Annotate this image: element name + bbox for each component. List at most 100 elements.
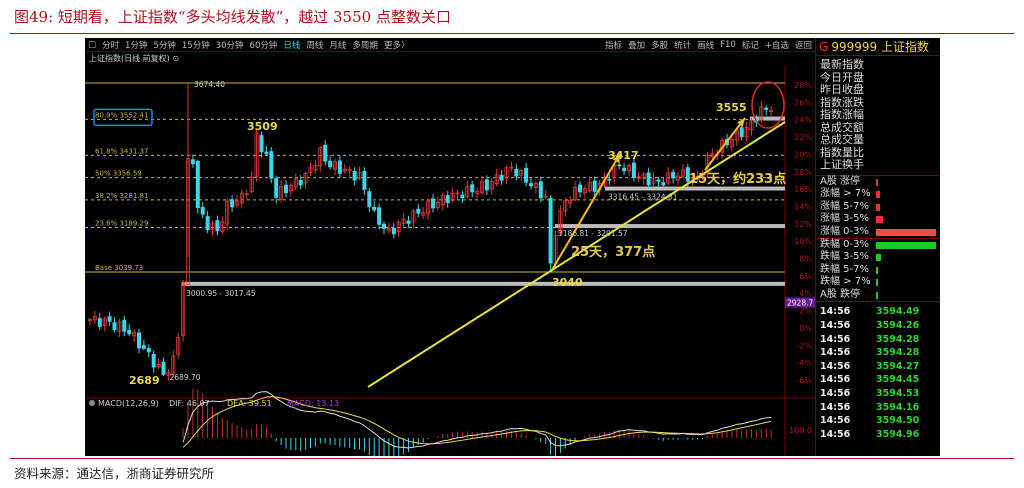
toolbar-item[interactable]: □	[88, 39, 97, 50]
tick-time: 14:56	[820, 333, 851, 345]
candle-body	[352, 170, 357, 181]
toolbar-item[interactable]: 15分钟	[181, 40, 210, 51]
toolbar-item[interactable]: 多股	[651, 40, 669, 51]
source-note: 资料来源：通达信，浙商证券研究所	[14, 466, 215, 481]
candle-body	[205, 216, 210, 230]
breadth-row: 跌幅 3-5%	[816, 251, 940, 264]
toolbar-item[interactable]: 返回	[794, 40, 812, 51]
candle	[622, 163, 627, 176]
candle	[475, 187, 480, 199]
candle-body	[445, 195, 450, 204]
candle	[759, 101, 764, 124]
candle-body	[176, 336, 181, 355]
candle	[190, 154, 195, 168]
candle	[519, 168, 524, 182]
candle	[479, 175, 484, 195]
candle-body	[357, 172, 362, 179]
candle	[127, 324, 132, 337]
axis-tick-label: 6%	[799, 272, 812, 281]
breadth-label: 涨幅 5-7%	[820, 200, 870, 212]
candle	[195, 159, 200, 214]
candle	[631, 157, 636, 182]
candle	[347, 166, 352, 177]
candle	[504, 165, 509, 184]
tick-list: 14:56 3594.49 14:56 3594.26 14:56 3594.28 14:5…	[816, 302, 940, 441]
tick-row: 14:56 3594.50	[816, 414, 940, 428]
candle-body	[509, 166, 514, 169]
candle	[254, 129, 259, 182]
tick-row: 14:56 3594.45	[816, 373, 940, 387]
candle-body	[112, 322, 117, 330]
toolbar-item[interactable]: 指标	[605, 40, 623, 51]
axis-tick-label: 24%	[794, 116, 812, 125]
fib-label: 38.2% 3281.81	[95, 192, 148, 200]
candle-body	[293, 178, 298, 188]
candle-body	[107, 316, 112, 322]
toolbar-item[interactable]: 周线	[306, 40, 324, 51]
quote-field: 最新指数	[820, 58, 864, 71]
candle-body	[161, 361, 166, 375]
candle	[764, 105, 769, 116]
candle-body	[239, 192, 244, 204]
candle-body	[342, 169, 347, 172]
toolbar-item[interactable]: F10	[720, 39, 736, 50]
candle	[455, 189, 460, 200]
breadth-bar	[876, 203, 880, 211]
candle	[117, 319, 122, 337]
candle	[225, 198, 230, 230]
toolbar-item[interactable]: 月线	[329, 40, 347, 51]
toolbar-item[interactable]: 更多〉	[383, 40, 410, 51]
candle-body	[195, 161, 200, 209]
candle-body	[132, 331, 137, 337]
candle-body	[769, 110, 774, 112]
candle-body	[538, 181, 543, 199]
candle	[450, 187, 455, 203]
candle-body	[137, 332, 142, 349]
toolbar-item[interactable]: 分时	[102, 40, 120, 51]
axis-tick-label: 14%	[794, 202, 812, 211]
toolbar-item[interactable]: 30分钟	[215, 40, 244, 51]
candle-body	[166, 371, 171, 376]
candle-body	[631, 162, 636, 179]
toolbar-item[interactable]: 叠加	[628, 40, 646, 51]
candle	[210, 220, 215, 236]
candle-body	[210, 222, 215, 230]
trading-software-screenshot: □ 分时 1分钟 5分钟 15分钟 30分钟 60分钟 日线 周线 月线 多周期 更多〉 指标 叠加 多股统…	[85, 38, 940, 456]
candle-body	[651, 177, 656, 184]
candle	[146, 344, 151, 358]
fib-label: 61.8% 3431.37	[95, 147, 148, 155]
candle	[617, 159, 622, 170]
quote-field: 今日开盘	[820, 70, 864, 84]
candle-body	[499, 174, 504, 181]
fib-highlight-box	[93, 108, 153, 127]
candle-body	[440, 195, 445, 206]
toolbar-item[interactable]: 60分钟	[249, 40, 278, 51]
annotation-label: 2689	[129, 374, 160, 387]
toolbar-item[interactable]: 标记	[741, 40, 759, 51]
candle	[151, 350, 156, 373]
candle-body	[372, 206, 377, 211]
candle	[171, 350, 176, 378]
toolbar-item[interactable]: 日线	[283, 40, 301, 51]
candle	[357, 166, 362, 181]
breadth-bar	[876, 191, 880, 199]
toolbar-item[interactable]: 1分钟	[125, 40, 148, 51]
candle-body	[666, 172, 671, 184]
candle	[342, 163, 347, 174]
candle	[563, 197, 568, 217]
annotation-label: 25天，377点	[571, 244, 655, 260]
fib-label: 80.9% 3552.41	[95, 111, 148, 119]
candle	[156, 358, 161, 369]
candle	[744, 121, 749, 141]
toolbar-item[interactable]: 画线	[697, 40, 715, 51]
candle-body	[215, 220, 220, 232]
candle	[577, 181, 582, 198]
toolbar-item[interactable]: 5分钟	[153, 40, 176, 51]
toolbar-item[interactable]: +自选	[764, 40, 789, 51]
candle-body	[249, 176, 254, 193]
candle-body	[607, 178, 612, 181]
toolbar-item[interactable]: 统计	[674, 40, 692, 51]
candle	[381, 221, 386, 235]
toolbar-item[interactable]: 多周期	[352, 40, 378, 51]
candle-body	[411, 210, 416, 223]
